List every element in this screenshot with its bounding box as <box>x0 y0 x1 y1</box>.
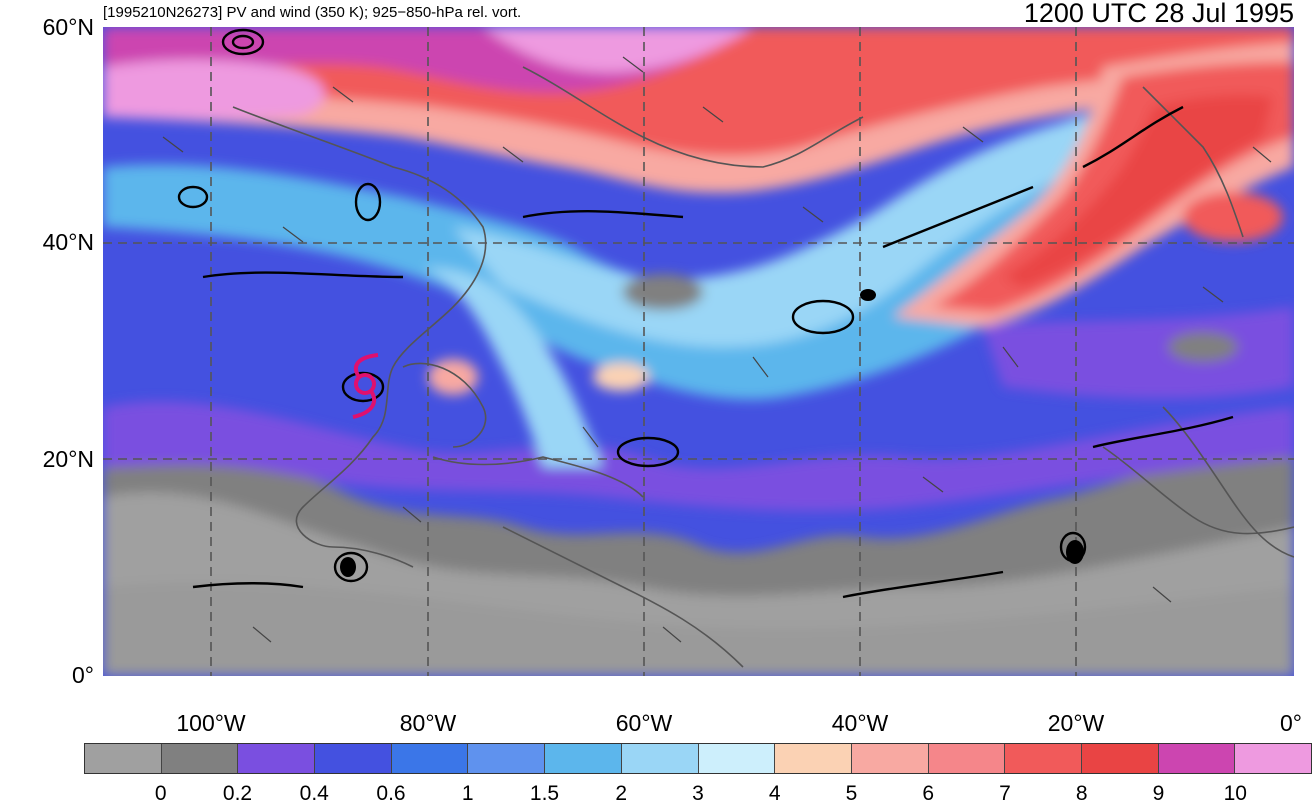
colorbar-swatch <box>621 744 699 773</box>
map-subtitle: [1995210N26273] PV and wind (350 K); 925… <box>103 4 522 21</box>
colorbar-swatch <box>1081 744 1159 773</box>
colorbar-swatch <box>238 744 316 773</box>
lat-lon-grid <box>103 27 1294 676</box>
colorbar-swatch <box>928 744 1006 773</box>
lat-label-0: 0° <box>72 662 94 688</box>
colorbar-swatch <box>161 744 239 773</box>
colorbar-label: 8 <box>1075 782 1088 805</box>
colorbar-label: 0.6 <box>376 782 406 805</box>
colorbar-label: 0.2 <box>222 782 253 805</box>
pv-map-svg <box>103 27 1294 676</box>
lon-label-40w: 40°W <box>831 710 889 736</box>
colorbar-label: 7 <box>999 782 1011 805</box>
colorbar-label: 1.5 <box>529 782 560 805</box>
map-panel <box>103 27 1294 676</box>
lat-label-20n: 20°N <box>42 446 94 472</box>
colorbar-swatch <box>1158 744 1236 773</box>
colorbar-swatch <box>1005 744 1082 773</box>
lat-label-60n: 60°N <box>42 14 94 40</box>
lon-label-20w: 20°W <box>1047 710 1105 736</box>
colorbar-swatch <box>391 744 469 773</box>
colorbar-label: 2 <box>615 782 628 805</box>
coastlines <box>232 66 1294 668</box>
wind-barbs <box>162 56 1272 643</box>
colorbar-label: 5 <box>845 782 858 805</box>
colorbar-swatch <box>1235 744 1311 773</box>
colorbar-swatch <box>851 744 929 773</box>
lat-label-40n: 40°N <box>42 229 94 255</box>
lon-label-80w: 80°W <box>399 710 457 736</box>
vorticity-contours <box>177 28 1234 599</box>
tropical-storm-icon <box>352 353 379 419</box>
colorbar-label: 3 <box>692 782 704 805</box>
colorbar-label: 4 <box>768 782 781 805</box>
colorbar-swatch <box>545 744 622 773</box>
colorbar-label: 9 <box>1152 782 1165 805</box>
colorbar-label: 10 <box>1223 782 1247 805</box>
colorbar-swatch <box>315 744 392 773</box>
lon-label-0: 0° <box>1280 710 1302 736</box>
colorbar-swatch <box>775 744 852 773</box>
colorbar-swatch <box>468 744 546 773</box>
valid-time-label: 1200 UTC 28 Jul 1995 <box>1023 0 1294 28</box>
colorbar-label: 0.4 <box>299 782 329 805</box>
colorbar-label: 6 <box>922 782 935 805</box>
colorbar-swatch <box>698 744 776 773</box>
colorbar-swatch <box>85 744 162 773</box>
pv-colorbar <box>84 743 1312 774</box>
lon-label-60w: 60°W <box>615 710 673 736</box>
colorbar-label: 1 <box>461 782 474 805</box>
vorticity-maxima <box>340 289 1084 577</box>
lon-label-100w: 100°W <box>176 710 246 736</box>
colorbar-label: 0 <box>154 782 167 805</box>
